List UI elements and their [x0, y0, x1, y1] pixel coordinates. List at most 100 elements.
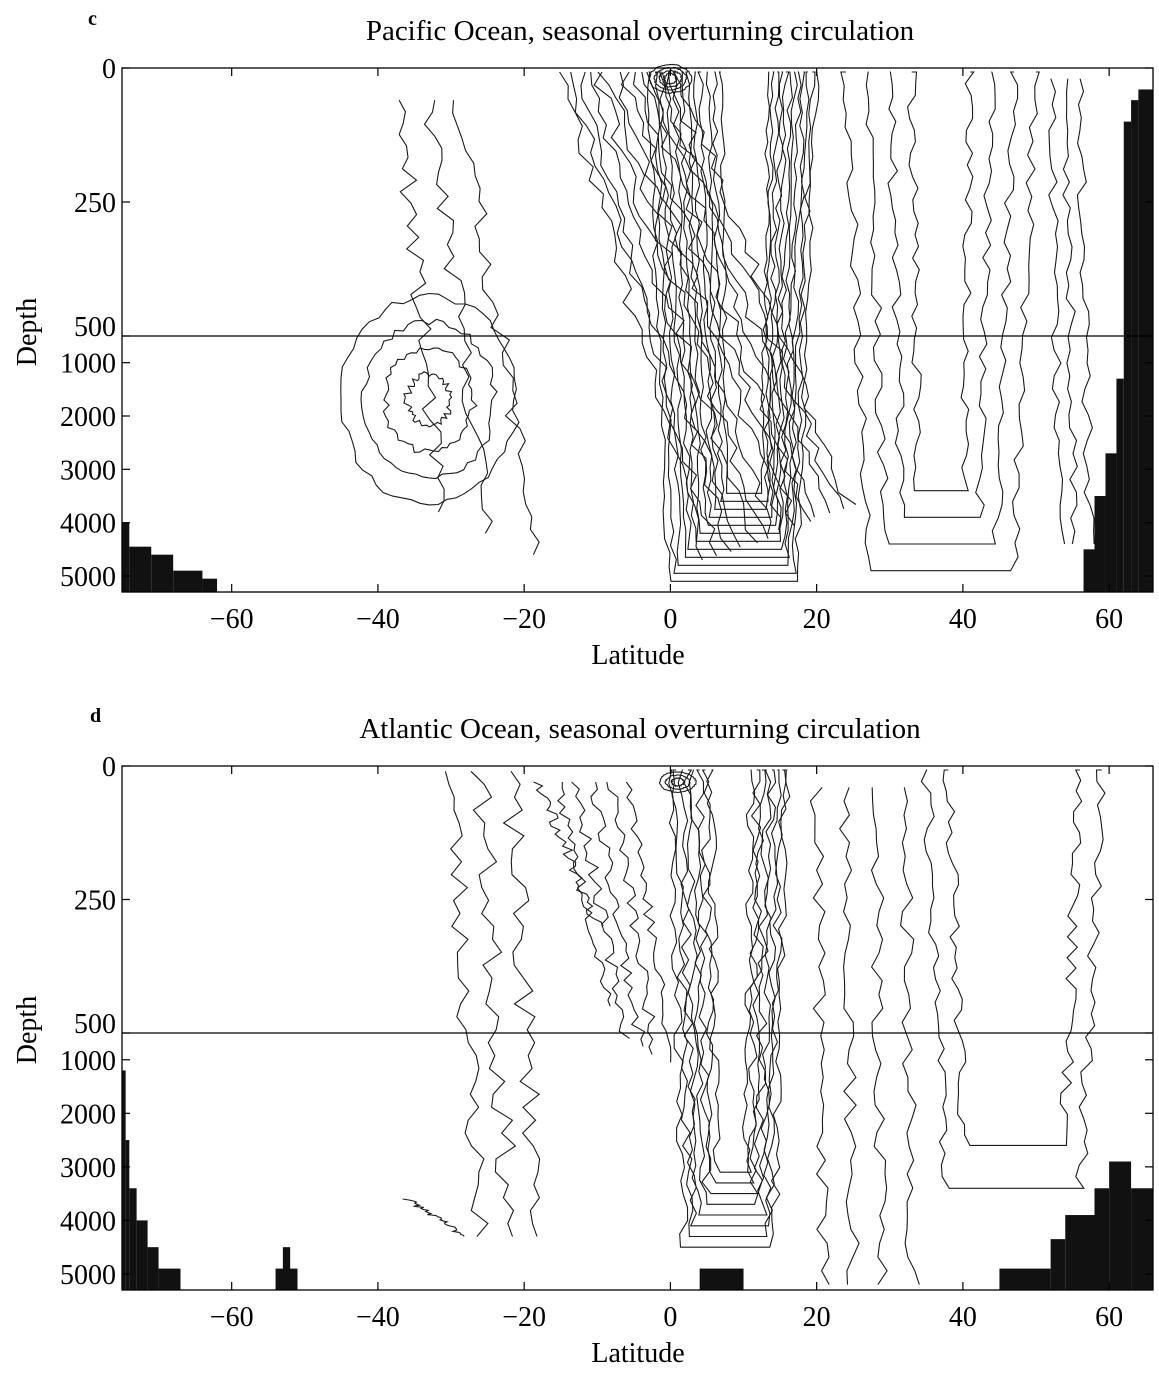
- contour-line: [705, 71, 780, 510]
- contour-line: [559, 71, 703, 561]
- x-axis-label-atlantic: Latitude: [591, 1338, 684, 1369]
- contour-line: [942, 769, 1083, 1146]
- contour-line: [452, 100, 540, 555]
- contour-line: [670, 777, 686, 788]
- land-block: [1083, 549, 1095, 592]
- land-block: [125, 1140, 130, 1290]
- contour-line: [701, 769, 762, 1184]
- chart-title-atlantic: Atlantic Ocean, seasonal overturning cir…: [359, 713, 921, 745]
- contour-line: [706, 769, 756, 1173]
- contour-line: [677, 769, 782, 1227]
- x-tick-label: 60: [1095, 604, 1123, 635]
- land-layer-atlantic: [122, 1070, 1153, 1290]
- y-axis-label-atlantic: Depth: [12, 996, 43, 1064]
- land-block: [129, 546, 152, 592]
- panel-letter-d: d: [90, 705, 101, 727]
- contour-line: [618, 71, 772, 535]
- contour-line: [570, 71, 717, 556]
- contour-line: [693, 71, 790, 526]
- x-tick-label: −20: [502, 1302, 546, 1333]
- contour-line: [1048, 78, 1066, 545]
- contour-line: [662, 72, 678, 85]
- y-tick-label: 0: [102, 752, 116, 783]
- contour-line: [641, 71, 812, 522]
- contour-line: [423, 100, 493, 534]
- contour-line: [672, 71, 857, 505]
- land-block: [1094, 1188, 1110, 1290]
- x-tick-label: 20: [803, 1302, 831, 1333]
- land-block: [122, 1070, 126, 1290]
- contour-line: [533, 781, 604, 927]
- x-tick-label: −60: [210, 604, 254, 635]
- y-tick-label: 250: [74, 886, 116, 917]
- contour-line: [590, 781, 646, 1047]
- land-block: [1131, 100, 1139, 592]
- land-block: [282, 1247, 291, 1290]
- x-axis-label-pacific: Latitude: [591, 640, 684, 671]
- contour-line: [502, 770, 541, 1237]
- contour-line: [580, 71, 732, 552]
- contour-line: [671, 769, 787, 1238]
- land-block: [1131, 1188, 1153, 1290]
- contour-line: [1062, 78, 1078, 545]
- contour-line: [402, 1198, 465, 1237]
- contour-line: [658, 771, 697, 794]
- contour-line: [340, 292, 520, 506]
- contour-line: [685, 71, 793, 534]
- y-tick-label: 3000: [60, 455, 116, 486]
- y-tick-label: 1000: [60, 1046, 116, 1077]
- contour-line: [809, 787, 830, 1285]
- contour-line: [403, 371, 453, 428]
- contour-line: [870, 787, 888, 1285]
- x-tick-label: 40: [949, 1302, 977, 1333]
- contour-line: [648, 63, 693, 94]
- y-tick-label: 3000: [60, 1153, 116, 1184]
- x-tick-label: −40: [356, 1302, 400, 1333]
- plot-frame: [121, 765, 1154, 1291]
- land-block: [158, 1268, 181, 1290]
- plot-frame: [121, 67, 1154, 593]
- panel-atlantic: d Atlantic Ocean, seasonal overturning c…: [12, 705, 1154, 1369]
- y-tick-label: 5000: [60, 562, 116, 593]
- x-tick-label: 0: [663, 604, 677, 635]
- x-tick-label: 60: [1095, 1302, 1123, 1333]
- contour-line: [712, 71, 775, 502]
- contour-line: [679, 71, 798, 542]
- land-block: [1123, 121, 1132, 592]
- contour-lines-atlantic: [402, 769, 1106, 1285]
- land-block: [122, 522, 130, 592]
- chart-title-pacific: Pacific Ocean, seasonal overturning circ…: [366, 15, 915, 47]
- x-tick-label: −20: [502, 604, 546, 635]
- panel-pacific: c Pacific Ocean, seasonal overturning ci…: [12, 8, 1154, 671]
- contour-line: [718, 71, 770, 494]
- y-tick-label: 4000: [60, 1206, 116, 1237]
- land-block: [1105, 453, 1117, 592]
- contour-line: [688, 769, 772, 1205]
- contour-line: [887, 71, 996, 518]
- land-block: [1094, 496, 1106, 592]
- land-block: [173, 570, 203, 592]
- land-block: [999, 1268, 1051, 1290]
- x-tick-label: −40: [356, 604, 400, 635]
- contour-line: [665, 71, 806, 558]
- contour-line: [470, 770, 517, 1237]
- contour-line: [646, 71, 820, 582]
- contour-line: [1076, 78, 1095, 545]
- contour-line: [865, 71, 1019, 545]
- contour-line: [840, 71, 1040, 572]
- land-block: [1050, 1239, 1066, 1290]
- y-tick-label: 4000: [60, 509, 116, 540]
- land-block: [1138, 89, 1153, 592]
- contour-line: [668, 769, 791, 1248]
- contour-line: [444, 771, 489, 1237]
- contour-line: [625, 781, 672, 1063]
- contour-line: [606, 781, 656, 1055]
- contour-line: [900, 787, 920, 1285]
- land-block: [1109, 1161, 1132, 1290]
- contour-line: [632, 71, 795, 527]
- land-block: [202, 578, 218, 592]
- contour-line: [398, 99, 445, 513]
- land-block: [1065, 1215, 1095, 1290]
- x-tick-label: 40: [949, 604, 977, 635]
- contour-line: [658, 71, 810, 566]
